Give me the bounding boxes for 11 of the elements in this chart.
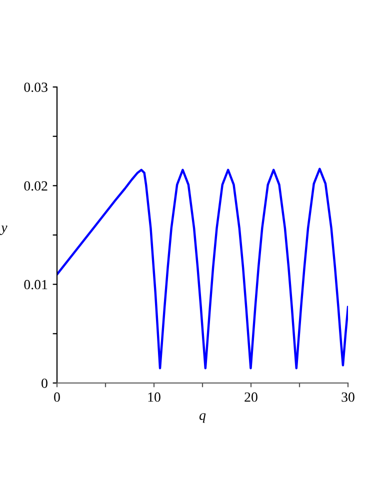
y-tick-label: 0.01 [24,280,48,290]
y-tick-label: 0.03 [24,82,48,92]
x-tick-label: 10 [148,392,160,402]
x-axis-title: q [199,413,206,423]
y-axis-title: y [0,226,8,235]
x-tick-label: 20 [244,392,258,402]
y-tick-label: 0.02 [24,181,48,191]
line-series [57,168,348,370]
y-tick-label: 0 [42,378,48,388]
x-tick-label: 0 [54,392,60,402]
x-tick-label: 30 [342,392,354,402]
